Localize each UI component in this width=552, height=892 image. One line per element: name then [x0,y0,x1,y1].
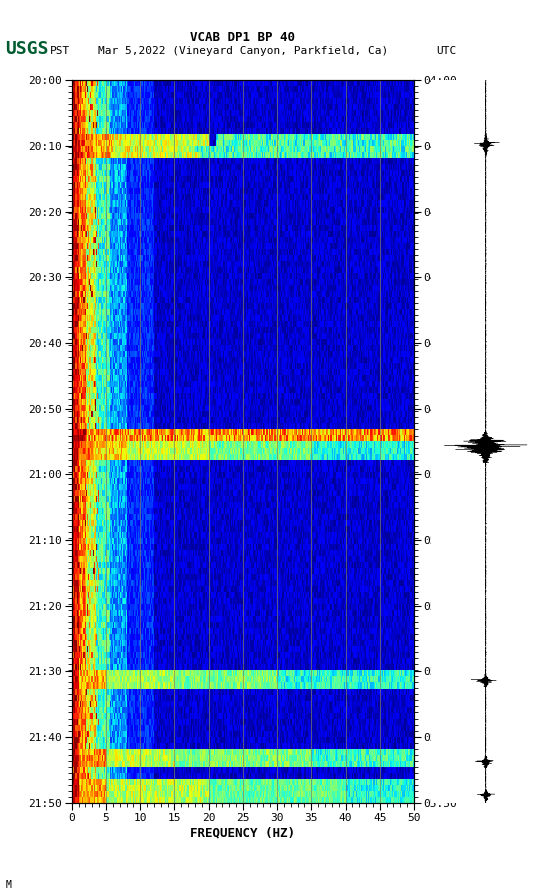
Text: PST: PST [50,46,70,56]
Text: VCAB DP1 BP 40: VCAB DP1 BP 40 [190,31,295,45]
Text: Mar 5,2022 (Vineyard Canyon, Parkfield, Ca): Mar 5,2022 (Vineyard Canyon, Parkfield, … [98,46,388,56]
Text: M: M [6,880,12,889]
Text: UTC: UTC [436,46,457,56]
Text: USGS: USGS [6,40,49,58]
X-axis label: FREQUENCY (HZ): FREQUENCY (HZ) [190,827,295,839]
